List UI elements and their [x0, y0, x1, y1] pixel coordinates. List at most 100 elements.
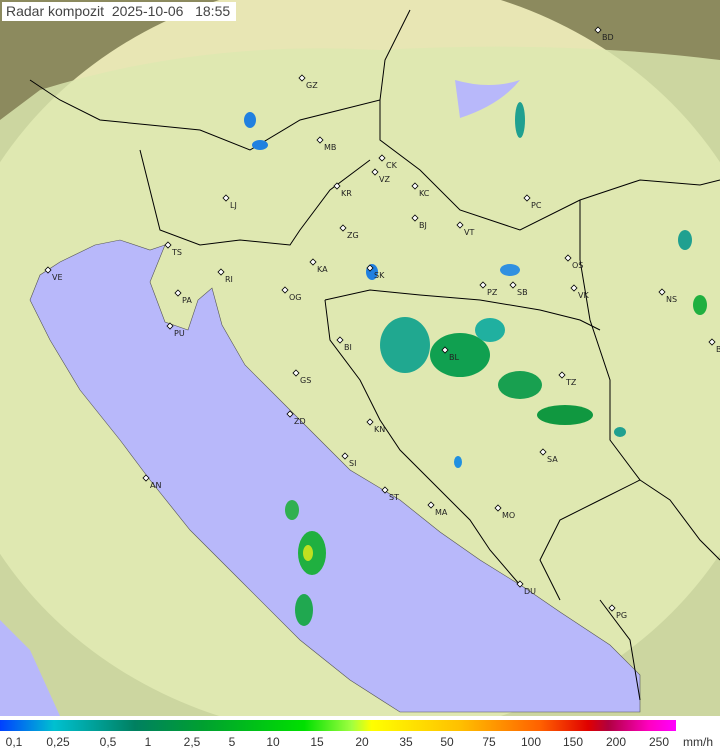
city-marker-icon [516, 580, 524, 588]
legend-label: 1 [144, 735, 152, 749]
city-marker-icon [558, 371, 566, 379]
city-marker-icon [166, 322, 174, 330]
legend-label: 5 [228, 735, 236, 749]
legend-label: 250 [648, 735, 670, 749]
land [0, 46, 720, 716]
city-marker-icon [494, 504, 502, 512]
city-marker-icon [333, 182, 341, 190]
legend-label: 50 [440, 735, 454, 749]
city-label-bj: BJ [419, 221, 427, 230]
legend-label: 20 [355, 735, 369, 749]
city-label-pc: PC [531, 201, 542, 210]
city-label-ck: CK [386, 161, 398, 170]
echo [500, 264, 520, 276]
echo [537, 405, 593, 425]
city-marker-icon [411, 214, 419, 222]
city-marker-icon [222, 194, 230, 202]
city-label-st: ST [389, 493, 399, 502]
echo [295, 594, 313, 626]
map-title: Radar kompozit 2025-10-06 18:55 [2, 2, 237, 21]
city-marker-icon [539, 448, 547, 456]
echo [614, 427, 626, 437]
city-label-tz: TZ [565, 378, 577, 387]
precipitation-color-scale [0, 720, 676, 731]
precipitation-echoes [244, 102, 707, 626]
echo [498, 371, 542, 399]
city-label-bl: BL [449, 353, 459, 362]
legend-label: 35 [399, 735, 413, 749]
city-label-kr: KR [341, 189, 352, 198]
legend-label: 15 [310, 735, 324, 749]
city-label-mo: MO [502, 511, 515, 520]
echo [303, 545, 313, 561]
city-marker-icon [594, 26, 602, 34]
legend-label: 0,1 [5, 735, 23, 749]
city-marker-icon [316, 136, 324, 144]
city-marker-icon [441, 346, 449, 354]
echo [475, 318, 505, 342]
legend-label: 200 [605, 735, 627, 749]
city-marker-icon [339, 224, 347, 232]
city-label-vz: VZ [379, 175, 390, 184]
city-label-bg: BG [716, 345, 720, 354]
city-label-si: SI [349, 459, 356, 468]
city-marker-icon [570, 284, 578, 292]
legend-label: 100 [520, 735, 542, 749]
city-label-gs: GS [300, 376, 311, 385]
city-marker-icon [564, 254, 572, 262]
city-label-kn: KN [374, 425, 385, 434]
city-label-bi: BI [344, 343, 352, 352]
city-label-pz: PZ [487, 288, 498, 297]
legend-label: 10 [266, 735, 280, 749]
city-marker-icon [164, 241, 172, 249]
city-marker-icon [142, 474, 150, 482]
echo [285, 500, 299, 520]
city-label-ka: KA [317, 265, 328, 274]
adriatic-sea [29, 239, 641, 713]
echo [430, 333, 490, 377]
city-marker-icon [292, 369, 300, 377]
city-label-pg: PG [616, 611, 627, 620]
city-marker-icon [371, 168, 379, 176]
city-label-kc: KC [419, 189, 430, 198]
legend-label: 150 [562, 735, 584, 749]
city-marker-icon [286, 410, 294, 418]
city-marker-icon [298, 74, 306, 82]
city-label-pu: PU [174, 329, 185, 338]
city-label-ns: NS [666, 295, 677, 304]
city-label-zg: ZG [347, 231, 359, 240]
city-marker-icon [174, 289, 182, 297]
echo [380, 317, 430, 373]
city-marker-icon [309, 258, 317, 266]
echo [693, 295, 707, 315]
city-marker-icon [708, 338, 716, 346]
lake-balaton [455, 80, 520, 118]
city-marker-icon [281, 286, 289, 294]
city-label-sb: SB [517, 288, 528, 297]
city-marker-icon [366, 264, 374, 272]
city-label-os: OS [572, 261, 583, 270]
city-marker-icon [456, 221, 464, 229]
city-marker-icon [336, 336, 344, 344]
city-label-ve: VE [52, 273, 63, 282]
city-label-ri: RI [225, 275, 233, 284]
city-marker-icon [608, 604, 616, 612]
city-label-bd: BD [602, 33, 614, 42]
city-label-lj: LJ [230, 201, 237, 210]
city-markers: GZ BD MB CK VZ KR KC PC LJ BJ VT ZG TS VE RI SK KA OS PZ SB… [44, 26, 720, 620]
city-marker-icon [658, 288, 666, 296]
radar-map: GZ BD MB CK VZ KR KC PC LJ BJ VT ZG TS VE RI SK KA OS PZ SB… [0, 0, 720, 716]
echo [244, 112, 256, 128]
echo [454, 456, 462, 468]
city-marker-icon [427, 501, 435, 509]
city-label-du: DU [524, 587, 536, 596]
city-marker-icon [381, 486, 389, 494]
city-marker-icon [44, 266, 52, 274]
city-marker-icon [509, 281, 517, 289]
city-marker-icon [217, 268, 225, 276]
echo [252, 140, 268, 150]
city-label-ma: MA [435, 508, 448, 517]
city-marker-icon [523, 194, 531, 202]
country-borders [29, 9, 720, 701]
